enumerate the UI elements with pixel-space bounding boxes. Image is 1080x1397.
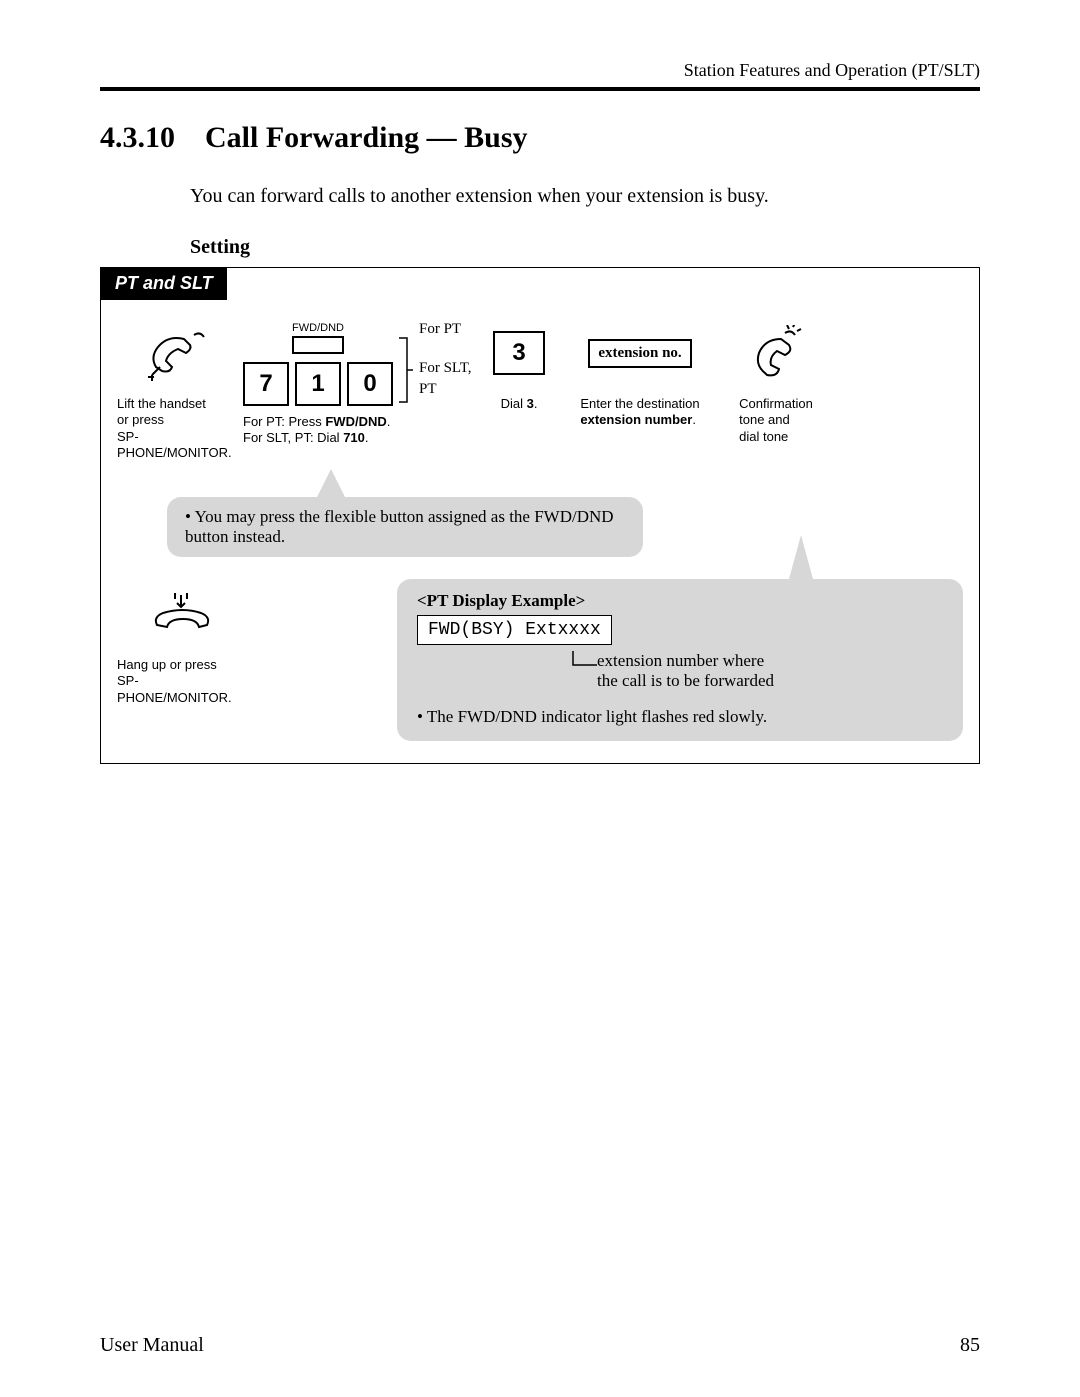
fwd-dnd-key-icon <box>292 336 344 354</box>
step2-cap-slt-bold: 710 <box>343 430 365 445</box>
procedure-box: PT and SLT Lift the handset or press <box>100 267 980 764</box>
display-note-line1: extension number where <box>597 651 764 670</box>
step1-line3: SP-PHONE/MONITOR. <box>117 429 232 460</box>
display-box: FWD(BSY) Extxxxx <box>417 615 612 645</box>
display-callout: <PT Display Example> FWD(BSY) Extxxxx ex… <box>397 579 963 741</box>
intro-text: You can forward calls to another extensi… <box>190 185 980 208</box>
footer-left: User Manual <box>100 1334 204 1357</box>
step2-cap-pt-prefix: For PT: Press <box>243 414 325 429</box>
step2-cap-slt-prefix: For SLT, PT: Dial <box>243 430 343 445</box>
section-title: 4.3.10 Call Forwarding — Busy <box>100 121 980 155</box>
key-7: 7 <box>243 362 289 406</box>
handset-tone-icon <box>747 325 805 381</box>
step2-cap-pt-bold: FWD/DND <box>325 414 386 429</box>
step5-line3: dial tone <box>739 429 788 444</box>
step6-line2: SP-PHONE/MONITOR. <box>117 673 232 704</box>
fwd-dnd-label: FWD/DND <box>292 322 344 334</box>
header-right-text: Station Features and Operation (PT/SLT) <box>100 60 980 81</box>
display-bullet: The FWD/DND indicator light flashes red … <box>427 707 767 726</box>
step-extension: extension no. Enter the destination exte… <box>565 318 715 429</box>
footer-page-number: 85 <box>960 1334 980 1357</box>
key-3: 3 <box>493 331 545 375</box>
handset-lift-icon <box>144 325 210 381</box>
callout1-text: You may press the flexible button assign… <box>185 507 614 546</box>
fwd-dnd-key-block: FWD/DND <box>292 322 344 354</box>
step-hangup: Hang up or press SP-PHONE/MONITOR. <box>117 579 247 706</box>
steps-row-1: Lift the handset or press SP-PHONE/MONIT… <box>117 318 963 461</box>
key-1: 1 <box>295 362 341 406</box>
step4-bold: extension number <box>580 412 692 427</box>
step5-line2: tone and <box>739 412 790 427</box>
procedure-tab: PT and SLT <box>101 268 227 300</box>
key-0: 0 <box>347 362 393 406</box>
step2-pt-label-bot: For SLT, PT <box>419 358 473 400</box>
step-confirmation: Confirmation tone and dial tone <box>721 318 831 445</box>
footer: User Manual 85 <box>100 1334 980 1357</box>
subheading: Setting <box>190 236 980 259</box>
step5-line1: Confirmation <box>739 396 813 411</box>
step6-line1: Hang up or press <box>117 657 217 672</box>
step3-cap-bold: 3 <box>527 396 534 411</box>
step-dial-3: 3 Dial 3. <box>479 318 559 412</box>
display-title: <PT Display Example> <box>417 591 943 611</box>
callout-flexible-button: • You may press the flexible button assi… <box>167 497 643 557</box>
display-note-line2: the call is to be forwarded <box>597 671 774 690</box>
extension-no-box: extension no. <box>588 339 691 368</box>
step3-cap-prefix: Dial <box>501 396 527 411</box>
leader-line-icon <box>417 651 597 675</box>
step-dial-code: FWD/DND 7 1 0 <box>243 318 473 447</box>
step2-pt-label-top: For PT <box>419 319 473 340</box>
handset-hangup-icon <box>147 589 217 639</box>
step4-line1: Enter the destination <box>580 396 699 411</box>
header-rule <box>100 87 980 91</box>
section-heading: Call Forwarding — Busy <box>205 121 528 154</box>
step1-line1: Lift the handset <box>117 396 206 411</box>
step-lift-handset: Lift the handset or press SP-PHONE/MONIT… <box>117 318 237 461</box>
section-number: 4.3.10 <box>100 121 175 154</box>
step1-line2: or press <box>117 412 164 427</box>
steps-row-2: Hang up or press SP-PHONE/MONITOR. <PT D… <box>117 579 963 741</box>
